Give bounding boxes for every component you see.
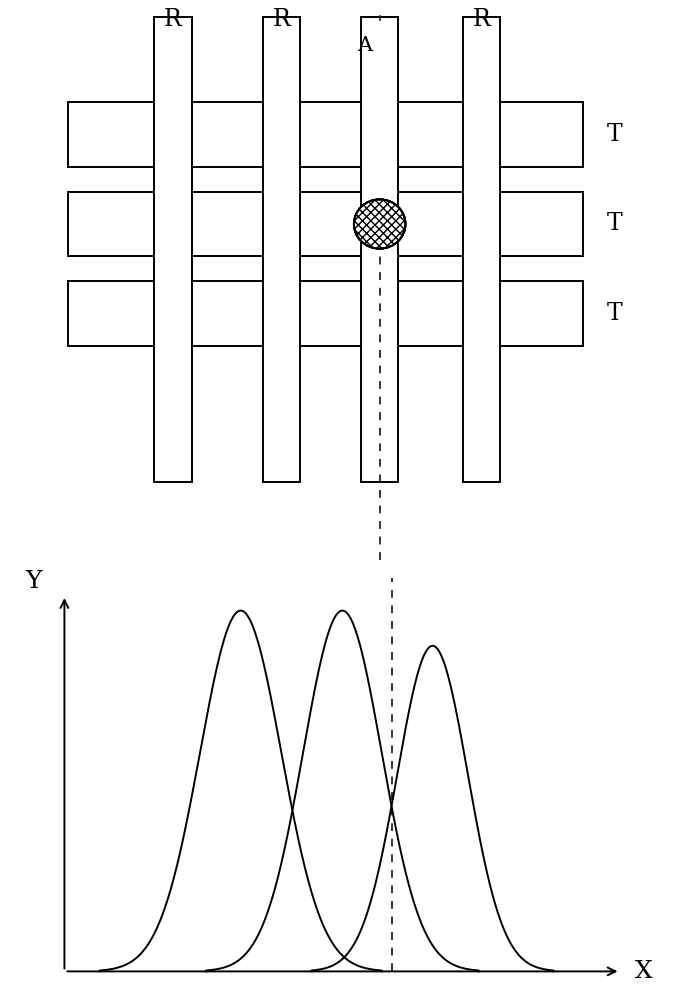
Bar	[361, 17, 399, 482]
Bar	[68, 281, 583, 346]
Text: R: R	[273, 8, 290, 31]
Bar	[68, 102, 583, 167]
Ellipse shape	[354, 199, 405, 249]
Text: T: T	[607, 123, 622, 146]
Text: A: A	[357, 36, 372, 55]
Bar	[262, 17, 300, 482]
Text: T: T	[607, 213, 622, 235]
Bar	[68, 192, 583, 256]
Text: Y: Y	[26, 570, 42, 593]
Text: R: R	[473, 8, 490, 31]
Bar	[462, 17, 500, 482]
Text: T: T	[607, 302, 622, 325]
Bar	[155, 17, 192, 482]
Text: X: X	[635, 960, 653, 983]
Text: R: R	[164, 8, 182, 31]
